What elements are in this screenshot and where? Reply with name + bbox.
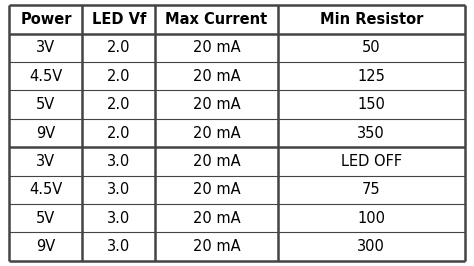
Text: 20 mA: 20 mA: [193, 69, 240, 84]
Text: 4.5V: 4.5V: [29, 182, 63, 197]
Text: 50: 50: [362, 40, 381, 55]
Text: 2.0: 2.0: [107, 40, 130, 55]
Text: 20 mA: 20 mA: [193, 126, 240, 140]
Text: LED Vf: LED Vf: [91, 12, 146, 27]
Text: LED OFF: LED OFF: [341, 154, 402, 169]
Text: 20 mA: 20 mA: [193, 211, 240, 226]
Text: 3.0: 3.0: [107, 154, 130, 169]
Text: 20 mA: 20 mA: [193, 154, 240, 169]
Text: 100: 100: [357, 211, 385, 226]
Text: 20 mA: 20 mA: [193, 40, 240, 55]
Text: 2.0: 2.0: [107, 97, 130, 112]
Text: 3V: 3V: [36, 154, 55, 169]
Text: 20 mA: 20 mA: [193, 182, 240, 197]
Text: Power: Power: [20, 12, 72, 27]
Text: 9V: 9V: [36, 126, 55, 140]
Text: Min Resistor: Min Resistor: [319, 12, 423, 27]
Text: 150: 150: [357, 97, 385, 112]
Text: 350: 350: [357, 126, 385, 140]
Text: 20 mA: 20 mA: [193, 97, 240, 112]
Text: 3.0: 3.0: [107, 239, 130, 254]
Text: 3.0: 3.0: [107, 182, 130, 197]
Text: 20 mA: 20 mA: [193, 239, 240, 254]
Text: 2.0: 2.0: [107, 126, 130, 140]
Text: 2.0: 2.0: [107, 69, 130, 84]
Text: 4.5V: 4.5V: [29, 69, 63, 84]
Text: Max Current: Max Current: [165, 12, 268, 27]
Text: 5V: 5V: [36, 97, 55, 112]
Text: 9V: 9V: [36, 239, 55, 254]
Text: 3.0: 3.0: [107, 211, 130, 226]
Text: 75: 75: [362, 182, 381, 197]
Text: 300: 300: [357, 239, 385, 254]
Text: 125: 125: [357, 69, 385, 84]
Text: 3V: 3V: [36, 40, 55, 55]
Text: 5V: 5V: [36, 211, 55, 226]
